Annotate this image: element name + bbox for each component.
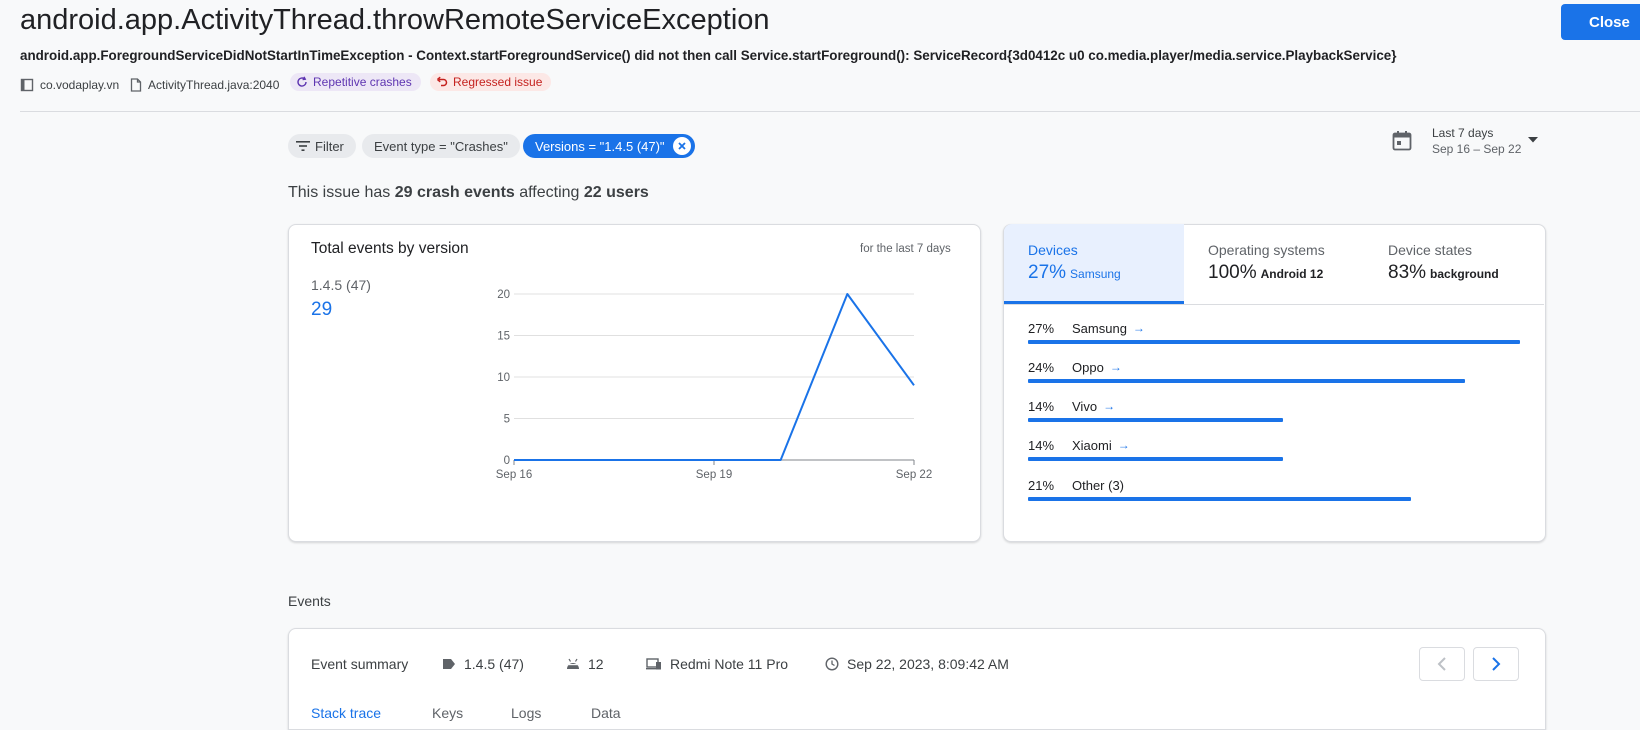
y-tick-label: 10 — [497, 372, 510, 384]
issue-summary: This issue has 29 crash events affecting… — [288, 184, 649, 202]
regressed-issue-badge: Regressed issue — [430, 73, 551, 91]
tabs-divider — [1004, 304, 1544, 305]
device-row-other: 21%Other (3) — [1028, 475, 1124, 495]
package-name: co.vodaplay.vn — [40, 78, 119, 92]
next-event-button[interactable] — [1473, 647, 1519, 681]
tab-devices[interactable]: Devices 27%Samsung — [1004, 224, 1184, 304]
event-card — [288, 628, 1546, 730]
file-location: ActivityThread.java:2040 — [148, 78, 279, 92]
device-bar-other — [1028, 497, 1411, 501]
date-range-dates[interactable]: Sep 16 – Sep 22 — [1432, 142, 1521, 156]
device-row-xiaomi[interactable]: 14%Xiaomi→ — [1028, 435, 1130, 455]
y-tick-label: 15 — [497, 331, 510, 343]
event-device: Redmi Note 11 Pro — [646, 656, 788, 672]
x-tick-label: Sep 22 — [896, 469, 932, 481]
version-filter-chip[interactable]: Versions = "1.4.5 (47)" — [523, 134, 695, 158]
event-timestamp: Sep 22, 2023, 8:09:42 AM — [825, 656, 1009, 672]
arrow-right-icon[interactable]: → — [1110, 360, 1122, 374]
chevron-down-icon[interactable] — [1527, 136, 1539, 144]
event-type-filter-chip[interactable]: Event type = "Crashes" — [362, 134, 520, 158]
event-version: 1.4.5 (47) — [442, 656, 524, 672]
device-bar-oppo — [1028, 379, 1465, 383]
chart-period: for the last 7 days — [860, 243, 951, 255]
filter-button[interactable]: Filter — [288, 134, 356, 158]
arrow-right-icon[interactable]: → — [1118, 438, 1130, 452]
device-row-samsung[interactable]: 27%Samsung→ — [1028, 318, 1145, 338]
undo-icon — [436, 76, 448, 88]
previous-event-button[interactable] — [1419, 647, 1465, 681]
repetitive-crashes-badge: Repetitive crashes — [290, 73, 421, 91]
tab-data[interactable]: Data — [591, 705, 621, 721]
device-bar-vivo — [1028, 418, 1283, 422]
version-event-count: 29 — [311, 299, 332, 321]
page-title: android.app.ActivityThread.throwRemoteSe… — [20, 4, 770, 37]
package-meta: co.vodaplay.vn — [20, 76, 119, 94]
exception-message: android.app.ForegroundServiceDidNotStart… — [20, 48, 1396, 63]
events-line-chart: 0 5 10 15 20 Sep 16 Sep 19 Sep 22 — [480, 280, 950, 490]
chart-title: Total events by version — [311, 240, 469, 258]
device-row-vivo[interactable]: 14%Vivo→ — [1028, 396, 1115, 416]
chevron-left-icon — [1437, 657, 1447, 671]
arrow-right-icon[interactable]: → — [1133, 321, 1145, 335]
tab-operating-systems[interactable]: Operating systems 100%Android 12 — [1184, 224, 1364, 304]
header-divider — [20, 111, 1640, 112]
device-bar-xiaomi — [1028, 457, 1283, 461]
y-tick-label: 20 — [497, 289, 510, 301]
tab-device-states[interactable]: Device states 83%background — [1364, 224, 1544, 304]
y-tick-label: 0 — [504, 455, 510, 467]
y-tick-label: 5 — [504, 414, 510, 426]
version-label: 1.4.5 (47) — [311, 277, 371, 293]
file-icon — [130, 78, 142, 92]
device-bar-samsung — [1028, 340, 1520, 344]
arrow-right-icon[interactable]: → — [1103, 399, 1115, 413]
event-android-version: 12 — [566, 656, 604, 672]
tab-logs[interactable]: Logs — [511, 705, 541, 721]
calendar-icon[interactable] — [1392, 130, 1412, 152]
remove-filter-icon[interactable] — [673, 137, 691, 155]
tab-keys[interactable]: Keys — [432, 705, 463, 721]
x-tick-label: Sep 16 — [496, 469, 532, 481]
repeat-icon — [296, 76, 308, 88]
date-range-label[interactable]: Last 7 days — [1432, 126, 1493, 140]
devices-icon — [646, 658, 662, 670]
tab-stack-trace[interactable]: Stack trace — [311, 705, 381, 721]
clock-icon — [825, 657, 839, 671]
event-summary-label: Event summary — [311, 656, 408, 672]
filter-icon — [296, 140, 310, 152]
file-meta: ActivityThread.java:2040 — [130, 76, 279, 94]
close-button[interactable]: Close — [1561, 4, 1640, 40]
tag-icon — [442, 658, 456, 670]
x-tick-label: Sep 19 — [696, 469, 732, 481]
chevron-right-icon — [1491, 657, 1501, 671]
app-icon — [20, 78, 34, 92]
device-row-oppo[interactable]: 24%Oppo→ — [1028, 357, 1122, 377]
android-icon — [566, 658, 580, 670]
events-heading: Events — [288, 593, 331, 609]
